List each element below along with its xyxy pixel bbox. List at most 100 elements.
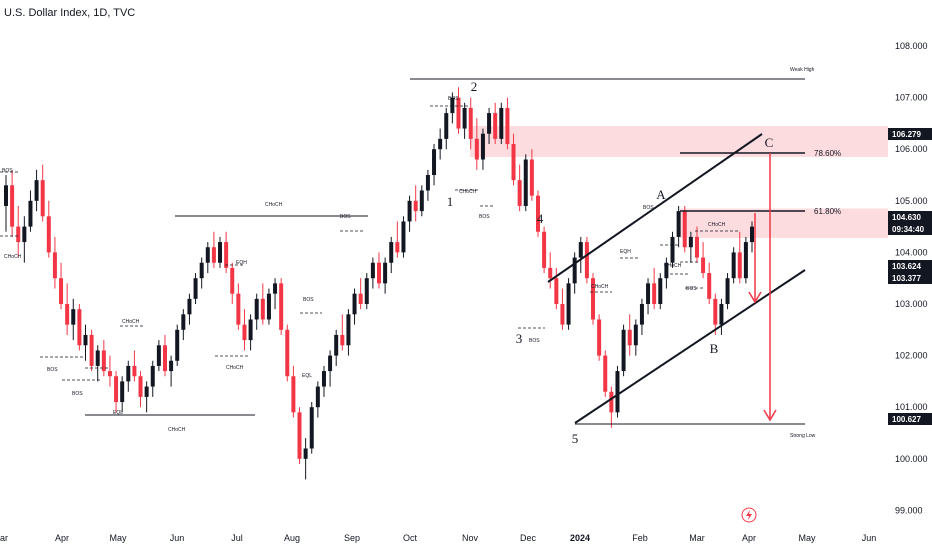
price-tag: 103.624 <box>888 260 932 272</box>
time-tick-label: Jul <box>231 533 243 543</box>
candle <box>218 236 223 268</box>
structure-label: BOS <box>479 214 490 220</box>
candle <box>334 329 339 366</box>
time-tick-label: 2024 <box>570 533 590 543</box>
candle <box>211 231 216 268</box>
candle <box>615 365 620 418</box>
structure-label: BOS <box>686 286 697 292</box>
pullback-arrowhead <box>748 291 762 304</box>
candle <box>175 324 180 366</box>
candle <box>303 438 308 480</box>
time-tick-label: May <box>109 533 127 543</box>
candle <box>682 205 687 253</box>
candle <box>707 262 712 304</box>
candle <box>16 205 21 258</box>
structure-label: BOS <box>303 297 314 303</box>
candle <box>633 319 638 356</box>
price-tick-label: 103.000 <box>895 299 928 309</box>
candle <box>321 365 326 397</box>
candle <box>266 288 271 325</box>
candle <box>89 329 94 372</box>
price-tick-label: 108.000 <box>895 41 928 51</box>
candle <box>132 350 137 382</box>
upper-supply-zone <box>470 125 888 157</box>
structure-label: BOS <box>2 168 13 174</box>
price-axis[interactable]: 108.000 107.000 106.000 105.000 104.000 103.0… <box>895 41 928 515</box>
candle <box>474 118 479 170</box>
svg-text:104.630: 104.630 <box>892 213 921 222</box>
candle <box>352 288 357 325</box>
candle <box>493 102 498 145</box>
candle <box>688 231 693 263</box>
candle <box>566 278 571 330</box>
price-tick-label: 102.000 <box>895 351 928 361</box>
candle <box>413 185 418 222</box>
lightning-icon[interactable] <box>741 507 757 523</box>
candle <box>340 314 345 351</box>
candle <box>480 128 485 170</box>
candle <box>737 231 742 284</box>
time-tick-label: Apr <box>55 533 69 543</box>
candle <box>609 386 614 428</box>
time-tick-label: ar <box>0 533 8 543</box>
candle <box>578 236 583 274</box>
time-tick-label: Mar <box>689 533 705 543</box>
candle <box>4 175 8 232</box>
structure-label: CHoCH <box>122 319 140 325</box>
time-tick-label: Feb <box>632 533 648 543</box>
candle <box>59 262 64 310</box>
candle <box>156 340 161 372</box>
structure-label: CHoCH <box>591 284 609 290</box>
annotations-layer: 1 2 3 4 5 A B C 78.60% 61.80% Weak High Strong Low C… <box>0 67 841 446</box>
structure-label: BOS <box>47 367 58 373</box>
candle <box>34 169 39 212</box>
wave-label: 2 <box>471 79 478 94</box>
candle <box>462 102 467 139</box>
candle <box>395 221 400 258</box>
price-tick-label: 99.000 <box>895 505 923 515</box>
structure-label: BOS <box>448 96 459 102</box>
svg-text:09:34:40: 09:34:40 <box>892 225 925 234</box>
candle <box>260 283 265 325</box>
candle <box>389 236 394 274</box>
candle <box>346 309 351 356</box>
candles-layer <box>4 87 754 480</box>
candle <box>273 278 278 310</box>
candle <box>407 195 412 232</box>
candle <box>529 149 534 201</box>
structure-label: EQH <box>236 260 247 266</box>
structure-label: CHoCH <box>664 263 682 269</box>
candle <box>523 154 528 212</box>
candle <box>248 314 253 351</box>
time-tick-label: Nov <box>462 533 479 543</box>
candle <box>10 169 15 237</box>
candle <box>432 144 437 186</box>
svg-text:103.377: 103.377 <box>892 274 921 283</box>
structure-label: BOS <box>643 205 654 211</box>
structure-label: CHoCH <box>708 222 726 228</box>
candle <box>40 164 45 222</box>
price-tags: 106.279 104.630 09:34:40 103.624 103.377 100.… <box>888 128 932 425</box>
price-tag: 103.377 <box>888 272 932 284</box>
weak-high-label: Weak High <box>790 67 815 73</box>
fib-786-label: 78.60% <box>814 149 841 158</box>
candle <box>370 257 375 289</box>
price-tick-label: 105.000 <box>895 196 928 206</box>
candle <box>187 293 192 325</box>
target-arrowhead <box>763 409 777 422</box>
time-axis[interactable]: ar Apr May Jun Jul Aug Sep Oct Nov Dec 2024 Feb Mar A… <box>0 533 876 543</box>
time-tick-label: Sep <box>344 533 360 543</box>
structure-label: CHoCH <box>265 202 283 208</box>
candle <box>22 216 27 263</box>
candle <box>743 236 748 284</box>
candle <box>242 309 247 351</box>
svg-text:100.627: 100.627 <box>892 415 921 424</box>
candle <box>560 288 565 330</box>
candle <box>138 371 143 408</box>
candle <box>101 340 106 377</box>
candle <box>181 309 186 341</box>
candle <box>725 273 730 310</box>
structure-label: CHoCH <box>4 254 22 260</box>
candle <box>46 200 51 258</box>
